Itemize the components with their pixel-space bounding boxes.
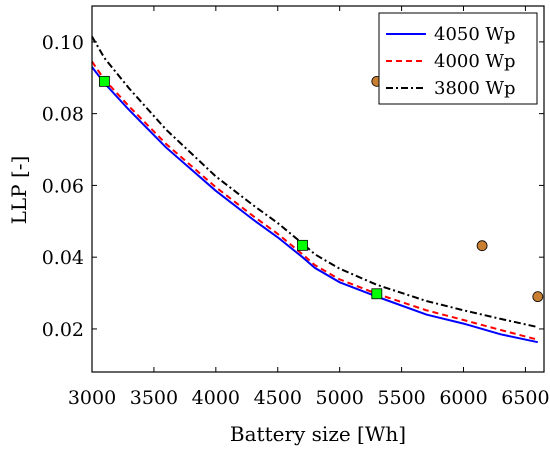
y-axis-label: LLP [-] [7,156,31,225]
orange-circle-marker-2 [532,291,544,303]
x-tick-label: 4500 [254,387,302,409]
x-axis-label: Battery size [Wh] [230,422,406,446]
y-tick-label: 0.06 [42,175,84,197]
y-tick-label: 0.04 [42,247,84,269]
x-tick-label: 5000 [315,387,363,409]
y-tick-label: 0.08 [42,104,84,126]
x-tick-label: 3000 [68,387,116,409]
y-tick-label: 0.10 [42,32,84,54]
green-square-marker-2 [371,288,383,300]
legend-label-3800: 3800 Wp [434,78,516,99]
x-tick-label: 5500 [377,387,425,409]
series-line-4050-wp [91,66,539,344]
orange-circle-marker-1 [476,240,488,252]
plot-area-frame [91,5,545,373]
legend-label-4050: 4050 Wp [434,24,516,45]
x-tick-label: 6500 [501,387,549,409]
legend: 4050 Wp 4000 Wp 3800 Wp [378,12,538,105]
x-tick-label: 4000 [192,387,240,409]
ticks-layer: 3000 3500 4000 4500 5000 5500 6000 6500 0.02 0.04… [42,6,550,409]
green-square-marker-1 [297,239,308,251]
y-tick-label: 0.02 [42,319,84,341]
series-line-3800-wp [91,36,539,329]
green-square-marker-0 [98,75,110,87]
data-layer [91,36,539,344]
x-tick-label: 3500 [130,387,178,409]
marker-layer [98,75,544,303]
x-tick-label: 6000 [439,387,487,409]
legend-label-4000: 4000 Wp [434,51,516,72]
